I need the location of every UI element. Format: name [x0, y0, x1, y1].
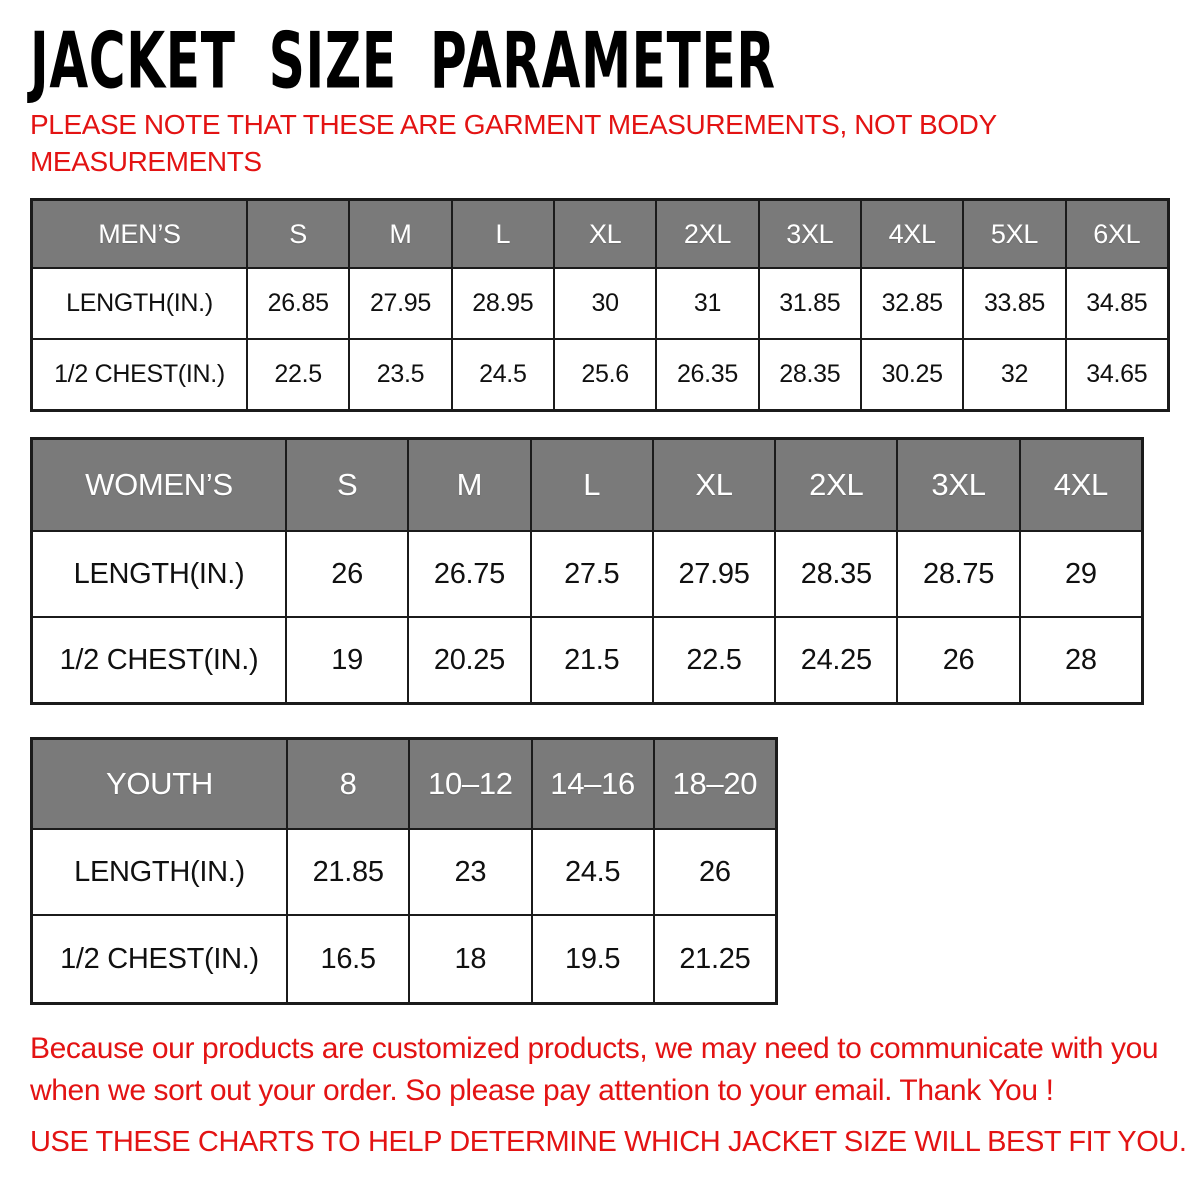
value-cell: 26.35 — [657, 340, 758, 409]
value-cell: 31 — [657, 269, 758, 338]
notice-line-2: when we sort out your order. So please p… — [30, 1074, 1054, 1107]
size-header-cell: M — [350, 201, 451, 267]
size-header-cell: 8 — [288, 740, 409, 828]
row-label-cell: LENGTH(IN.) — [33, 269, 246, 338]
size-header-cell: 3XL — [898, 440, 1019, 530]
size-header-cell: L — [452, 201, 553, 267]
value-cell: 16.5 — [288, 916, 409, 1002]
value-cell: 21.5 — [531, 618, 652, 702]
custom-order-notice: Because our products are customized prod… — [30, 1028, 1159, 1112]
size-header-cell: 2XL — [776, 440, 897, 530]
value-cell: 25.6 — [555, 340, 656, 409]
size-header-cell: M — [409, 440, 530, 530]
youth-size-table: YOUTH 8 10–12 14–16 18–20 LENGTH(IN.) 21… — [30, 737, 778, 1005]
size-header-cell: S — [287, 440, 408, 530]
value-cell: 26.85 — [248, 269, 349, 338]
value-cell: 21.85 — [288, 830, 409, 914]
value-cell: 27.95 — [653, 532, 775, 616]
value-cell: 29 — [1020, 532, 1141, 616]
size-header-cell: 5XL — [964, 201, 1065, 267]
value-cell: 31.85 — [759, 269, 860, 338]
note-line-1: PLEASE NOTE THAT THESE ARE GARMENT MEASU… — [30, 109, 997, 140]
size-header-cell: L — [531, 440, 652, 530]
value-cell: 22.5 — [653, 618, 775, 702]
mens-size-table: MEN’S S M L XL 2XL 3XL 4XL 5XL 6XL LENGT… — [30, 198, 1170, 412]
size-header-cell: XL — [555, 201, 656, 267]
value-cell: 28.95 — [452, 269, 553, 338]
value-cell: 20.25 — [409, 618, 530, 702]
garment-measurement-note: PLEASE NOTE THAT THESE ARE GARMENT MEASU… — [30, 106, 997, 180]
value-cell: 26.75 — [409, 532, 530, 616]
value-cell: 34.65 — [1066, 340, 1167, 409]
value-cell: 30 — [555, 269, 656, 338]
size-header-cell: 4XL — [862, 201, 963, 267]
value-cell: 23.5 — [350, 340, 451, 409]
womens-size-table: WOMEN’S S M L XL 2XL 3XL 4XL LENGTH(IN.)… — [30, 437, 1144, 705]
row-label-cell: LENGTH(IN.) — [33, 830, 286, 914]
value-cell: 18 — [410, 916, 531, 1002]
value-cell: 24.5 — [452, 340, 553, 409]
size-header-cell: S — [248, 201, 349, 267]
value-cell: 19 — [287, 618, 408, 702]
value-cell: 26 — [898, 618, 1019, 702]
row-label-cell: 1/2 CHEST(IN.) — [33, 618, 285, 702]
size-header-cell: XL — [653, 440, 775, 530]
note-line-2: MEASUREMENTS — [30, 146, 262, 178]
size-header-cell: 6XL — [1066, 201, 1167, 267]
value-cell: 28 — [1020, 618, 1141, 702]
value-cell: 28.75 — [898, 532, 1019, 616]
table-title-cell: YOUTH — [33, 740, 286, 828]
value-cell: 21.25 — [654, 916, 775, 1002]
value-cell: 27.95 — [350, 269, 451, 338]
value-cell: 34.85 — [1066, 269, 1167, 338]
notice-line-1: Because our products are customized prod… — [30, 1032, 1159, 1065]
size-header-cell: 10–12 — [410, 740, 531, 828]
size-header-cell: 14–16 — [532, 740, 653, 828]
value-cell: 30.25 — [862, 340, 963, 409]
table-title-cell: MEN’S — [33, 201, 246, 267]
size-header-cell: 3XL — [759, 201, 860, 267]
value-cell: 32.85 — [862, 269, 963, 338]
page-title: JACKET SIZE PARAMETER — [30, 14, 1160, 106]
value-cell: 24.25 — [776, 618, 897, 702]
value-cell: 27.5 — [531, 532, 652, 616]
value-cell: 32 — [964, 340, 1065, 409]
value-cell: 23 — [410, 830, 531, 914]
value-cell: 19.5 — [532, 916, 653, 1002]
value-cell: 26 — [654, 830, 775, 914]
value-cell: 24.5 — [532, 830, 653, 914]
size-header-cell: 4XL — [1020, 440, 1141, 530]
value-cell: 33.85 — [964, 269, 1065, 338]
value-cell: 28.35 — [776, 532, 897, 616]
value-cell: 28.35 — [759, 340, 860, 409]
value-cell: 22.5 — [248, 340, 349, 409]
value-cell: 26 — [287, 532, 408, 616]
table-title-cell: WOMEN’S — [33, 440, 285, 530]
page-title-text: JACKET SIZE PARAMETER — [30, 14, 776, 106]
row-label-cell: LENGTH(IN.) — [33, 532, 285, 616]
chart-usage-hint: USE THESE CHARTS TO HELP DETERMINE WHICH… — [30, 1126, 1187, 1158]
row-label-cell: 1/2 CHEST(IN.) — [33, 340, 246, 409]
row-label-cell: 1/2 CHEST(IN.) — [33, 916, 286, 1002]
size-header-cell: 18–20 — [654, 740, 775, 828]
size-header-cell: 2XL — [657, 201, 758, 267]
